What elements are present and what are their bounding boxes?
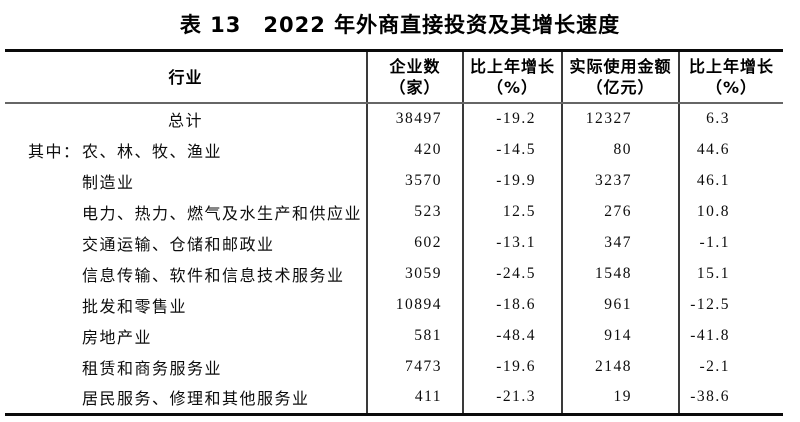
enterprises-value: 7473	[368, 351, 464, 383]
amount-value: 347	[563, 227, 680, 259]
table-row-total: 总计 38497 -19.2 12327 6.3	[5, 104, 783, 135]
header-growth2-line2: （%）	[705, 78, 758, 97]
amount-growth-value: -2.1	[699, 357, 730, 375]
enterprises-growth-value: -19.2	[464, 104, 563, 135]
enterprises-value: 3059	[368, 258, 464, 290]
amount-value: 914	[563, 320, 680, 352]
industry-cell: 总计	[5, 104, 368, 135]
enterprises-growth-value: -48.4	[464, 320, 563, 352]
table-row: 居民服务、修理和其他服务业 411 -21.3 19 -38.6	[5, 382, 783, 413]
header-enterprises-line2: （家）	[389, 78, 441, 97]
industry-cell: 房地产业	[5, 320, 368, 352]
amount-value: 276	[563, 196, 680, 228]
table-row: 交通运输、仓储和邮政业 602 -13.1 347 -1.1	[5, 227, 783, 259]
header-growth-amount: 比上年增长 （%）	[680, 52, 783, 102]
table-row: 其中： 农、林、牧、渔业 420 -14.5 80 44.6	[5, 134, 783, 166]
enterprises-value: 10894	[368, 289, 464, 321]
amount-value: 3237	[563, 165, 680, 197]
enterprises-value: 411	[368, 382, 464, 413]
table-title: 表 13 2022 年外商直接投资及其增长速度	[179, 13, 621, 37]
amount-value: 961	[563, 289, 680, 321]
enterprises-value: 602	[368, 227, 464, 259]
industry-cell: 交通运输、仓储和邮政业	[5, 227, 368, 259]
amount-growth-value: -41.8	[690, 326, 730, 344]
amount-growth-value: -1.1	[699, 234, 730, 251]
header-growth2-line1: 比上年增长	[688, 57, 774, 76]
enterprises-value: 420	[368, 134, 464, 166]
header-growth1-line1: 比上年增长	[469, 57, 555, 76]
header-amount-line2: （亿元）	[586, 78, 655, 97]
enterprises-growth-value: -13.1	[464, 227, 563, 259]
header-enterprises: 企业数 （家）	[368, 52, 464, 102]
industry-cell: 制造业	[5, 165, 368, 197]
industry-cell: 批发和零售业	[5, 289, 368, 321]
row-label: 批发和零售业	[82, 298, 188, 316]
row-label: 制造业	[82, 175, 135, 193]
industry-cell: 居民服务、修理和其他服务业	[5, 382, 368, 413]
row-label: 电力、热力、燃气及水生产和供应业	[82, 206, 363, 224]
enterprises-growth-value: -24.5	[464, 258, 563, 290]
document-page: { "title": "表 13 2022 年外商直接投资及其增长速度", "t…	[0, 9, 800, 422]
amount-value: 19	[563, 382, 680, 413]
enterprises-value: 3570	[368, 165, 464, 197]
table-header-row: 行业 企业数 （家） 比上年增长 （%） 实际使用金额 （亿元） 比上年增长 （…	[5, 52, 783, 104]
row-prefix: 其中：	[28, 144, 81, 162]
table-row: 电力、热力、燃气及水生产和供应业 523 12.5 276 10.8	[5, 196, 783, 228]
enterprises-growth-value: 12.5	[464, 196, 563, 228]
enterprises-growth-value: -18.6	[464, 289, 563, 321]
enterprises-value: 581	[368, 320, 464, 352]
header-amount: 实际使用金额 （亿元）	[563, 52, 680, 102]
header-industry: 行业	[5, 52, 368, 102]
amount-value: 1548	[563, 258, 680, 290]
header-enterprises-line1: 企业数	[389, 57, 441, 76]
table-row: 制造业 3570 -19.9 3237 46.1	[5, 165, 783, 197]
enterprises-growth-value: -21.3	[464, 382, 563, 413]
enterprises-value: 38497	[368, 104, 464, 135]
enterprises-growth-value: -19.9	[464, 165, 563, 197]
industry-cell: 租赁和商务服务业	[5, 351, 368, 383]
amount-value: 80	[563, 134, 680, 166]
amount-growth-value: 6.3	[706, 110, 730, 128]
fdi-statistics-table: 行业 企业数 （家） 比上年增长 （%） 实际使用金额 （亿元） 比上年增长 （…	[5, 49, 783, 416]
table-row: 房地产业 581 -48.4 914 -41.8	[5, 320, 783, 352]
amount-growth-value: 46.1	[696, 172, 730, 190]
amount-value: 12327	[563, 104, 680, 135]
header-growth-enterprises: 比上年增长 （%）	[464, 52, 563, 102]
header-growth1-line2: （%）	[486, 78, 539, 97]
row-label: 农、林、牧、渔业	[82, 144, 223, 162]
row-label: 租赁和商务服务业	[82, 360, 223, 378]
header-amount-line1: 实际使用金额	[569, 57, 672, 76]
row-label: 居民服务、修理和其他服务业	[82, 391, 310, 409]
industry-cell: 电力、热力、燃气及水生产和供应业	[5, 196, 368, 228]
enterprises-growth-value: -14.5	[464, 134, 563, 166]
amount-growth-value: -12.5	[690, 295, 730, 313]
amount-growth-value: 44.6	[696, 141, 730, 159]
amount-growth-value: 10.8	[696, 203, 730, 221]
header-industry-label: 行业	[168, 67, 203, 87]
row-label: 交通运输、仓储和邮政业	[82, 237, 275, 254]
industry-cell: 其中： 农、林、牧、渔业	[5, 134, 368, 166]
row-label: 总计	[167, 113, 203, 131]
amount-value: 2148	[563, 351, 680, 383]
amount-growth-value: -38.6	[690, 388, 730, 406]
enterprises-growth-value: -19.6	[464, 351, 563, 383]
row-label: 信息传输、软件和信息技术服务业	[82, 267, 345, 285]
amount-growth-value: 15.1	[696, 264, 730, 282]
table-row: 信息传输、软件和信息技术服务业 3059 -24.5 1548 15.1	[5, 258, 783, 290]
industry-cell: 信息传输、软件和信息技术服务业	[5, 258, 368, 290]
enterprises-value: 523	[368, 196, 464, 228]
table-row: 批发和零售业 10894 -18.6 961 -12.5	[5, 289, 783, 321]
row-label: 房地产业	[82, 329, 153, 347]
table-row: 租赁和商务服务业 7473 -19.6 2148 -2.1	[5, 351, 783, 383]
